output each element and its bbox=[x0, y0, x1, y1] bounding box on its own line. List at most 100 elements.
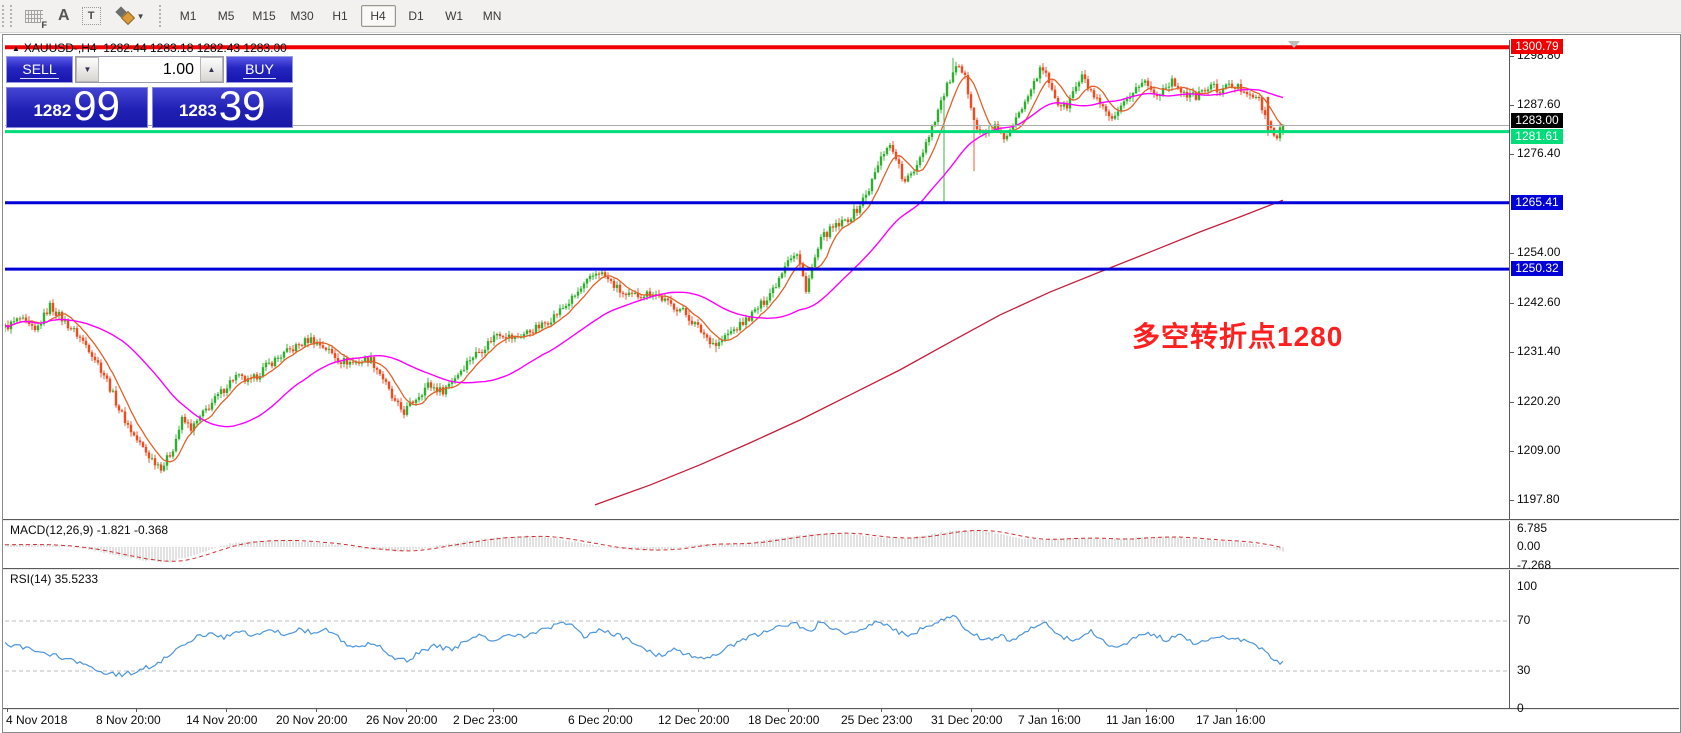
text-label-tool-icon[interactable]: A bbox=[58, 7, 70, 24]
macd-histogram bbox=[5, 529, 1284, 563]
hline-price-label: 1300.79 bbox=[1511, 39, 1563, 55]
date-label: 6 Dec 20:00 bbox=[568, 713, 633, 727]
macd-panel-svg[interactable] bbox=[5, 521, 1509, 568]
price-tick bbox=[1510, 56, 1514, 57]
volume-spinner: ▼ 1.00 ▲ bbox=[75, 56, 224, 83]
ask-price-small: 1283 bbox=[178, 101, 217, 120]
symbol-period: XAUUSD-,H4 bbox=[23, 41, 97, 55]
sell-button[interactable]: SELL bbox=[6, 56, 73, 83]
bid-price-small: 1282 bbox=[33, 101, 72, 120]
bid-price-box[interactable]: 1282 99 bbox=[6, 82, 148, 129]
time-tick bbox=[406, 708, 407, 712]
price-tick bbox=[1510, 154, 1514, 156]
price-tick-label: 1209.00 bbox=[1517, 442, 1561, 457]
chart-shift-marker[interactable] bbox=[1288, 41, 1300, 48]
date-label: 31 Dec 20:00 bbox=[931, 713, 1003, 727]
tf-button-M30[interactable]: M30 bbox=[290, 9, 314, 23]
volume-decrease-button[interactable]: ▼ bbox=[76, 57, 99, 82]
buy-button[interactable]: BUY bbox=[226, 56, 293, 83]
rsi-panel-svg[interactable] bbox=[5, 570, 1509, 708]
fibonacci-grid-icon[interactable]: F bbox=[22, 4, 47, 30]
price-tick bbox=[1510, 401, 1514, 403]
ma-fast-line bbox=[5, 75, 1284, 463]
time-tick bbox=[493, 708, 494, 712]
rsi-scale-label: 0 bbox=[1517, 700, 1524, 715]
time-tick bbox=[608, 708, 609, 712]
time-scale[interactable]: 4 Nov 2018 8 Nov 20:00 14 Nov 20:00 20 Nov … bbox=[3, 708, 1679, 731]
price-tick bbox=[1510, 499, 1514, 501]
time-tick bbox=[1236, 708, 1237, 712]
price-tick-label: 1242.60 bbox=[1517, 295, 1561, 310]
one-click-trading-panel: SELL ▼ 1.00 ▲ BUY 1282 99 1283 39 bbox=[6, 56, 293, 128]
date-label: 4 Nov 2018 bbox=[6, 713, 68, 727]
price-chart-svg[interactable] bbox=[5, 40, 1509, 519]
date-label: 2 Dec 23:00 bbox=[453, 713, 518, 727]
date-label: 20 Nov 20:00 bbox=[276, 713, 348, 727]
date-label: 26 Nov 20:00 bbox=[366, 713, 438, 727]
grid-rows-glyph bbox=[25, 9, 43, 23]
time-tick bbox=[971, 708, 972, 712]
time-tick bbox=[136, 708, 137, 712]
price-axis-line bbox=[1509, 40, 1510, 708]
volume-input[interactable]: 1.00 bbox=[162, 60, 194, 78]
bid-price-big: 99 bbox=[73, 82, 121, 129]
time-tick bbox=[1146, 708, 1147, 712]
ask-price-big: 39 bbox=[218, 82, 266, 129]
time-tick bbox=[316, 708, 317, 712]
rsi-scale-label: 70 bbox=[1517, 613, 1531, 627]
date-label: 11 Jan 16:00 bbox=[1106, 713, 1175, 727]
hline-price-label: 1250.32 bbox=[1511, 261, 1563, 277]
price-tick-label: 1220.20 bbox=[1517, 393, 1561, 408]
chevron-down-icon: ▼ bbox=[136, 12, 145, 21]
toolbar-drag-handle[interactable] bbox=[2, 5, 12, 27]
macd-signal-line bbox=[5, 529, 1284, 562]
time-tick bbox=[226, 708, 227, 712]
tf-button-M5[interactable]: M5 bbox=[217, 9, 235, 23]
chevron-up-icon: ▲ bbox=[207, 65, 216, 74]
tf-button-H1[interactable]: H1 bbox=[332, 9, 348, 23]
macd-scale-label: -7.268 bbox=[1517, 558, 1552, 573]
hline-price-label: 1281.61 bbox=[1511, 128, 1563, 144]
tf-button-M15[interactable]: M15 bbox=[252, 9, 276, 23]
ohlc-values: 1282.44 1283.18 1282.43 1283.00 bbox=[103, 41, 287, 55]
shapes-tool-icon[interactable]: ▼ bbox=[113, 4, 145, 28]
tf-button-M1[interactable]: M1 bbox=[179, 9, 197, 23]
text-box-tool-icon[interactable]: T bbox=[81, 7, 101, 25]
panel-separator[interactable] bbox=[3, 568, 1679, 570]
price-tick-label: 1197.80 bbox=[1517, 491, 1560, 506]
price-scale[interactable]: 1300.79 1283.00 1281.61 1265.41 1250.32 1298.… bbox=[1510, 34, 1678, 731]
rsi-scale-label: 100 bbox=[1517, 579, 1538, 593]
time-tick bbox=[1058, 708, 1059, 712]
chart-title: ▲ XAUUSD-,H4 1282.44 1283.18 1282.43 1283… bbox=[12, 41, 287, 55]
rsi-label: RSI(14) 35.5233 bbox=[10, 572, 99, 586]
chevron-down-icon: ▼ bbox=[83, 65, 92, 74]
price-tick bbox=[1510, 352, 1514, 354]
panel-separator bbox=[3, 708, 1679, 710]
up-triangle-icon: ▲ bbox=[12, 44, 20, 53]
tf-button-W1[interactable]: W1 bbox=[445, 9, 464, 23]
hline-price-label: 1283.00 bbox=[1511, 113, 1563, 129]
rsi-line bbox=[5, 614, 1284, 678]
panel-separator[interactable] bbox=[3, 519, 1679, 521]
timeframe-group: M1 M5 M15 M30 H1 H4 D1 W1 MN bbox=[171, 5, 510, 27]
date-label: 8 Nov 20:00 bbox=[96, 713, 161, 727]
ma-slow-line bbox=[594, 199, 1284, 506]
time-tick bbox=[7, 708, 8, 712]
tf-button-MN[interactable]: MN bbox=[482, 9, 502, 23]
price-tick bbox=[1510, 303, 1514, 305]
time-tick bbox=[698, 708, 699, 712]
date-label: 18 Dec 20:00 bbox=[748, 713, 820, 727]
ask-price-box[interactable]: 1283 39 bbox=[151, 82, 293, 129]
chart-annotation-text[interactable]: 多空转折点1280 bbox=[1132, 321, 1344, 352]
ma-mid-line bbox=[5, 88, 1284, 428]
f-glyph: F bbox=[40, 20, 47, 30]
price-tick bbox=[1510, 252, 1514, 254]
volume-increase-button[interactable]: ▲ bbox=[200, 57, 223, 82]
date-label: 25 Dec 23:00 bbox=[841, 713, 913, 727]
macd-scale-label: 6.785 bbox=[1517, 521, 1548, 536]
toolbar: F A T ▼ M1 M5 M15 M30 H1 H4 D1 W1 MN bbox=[0, 0, 1681, 33]
tf-button-H4[interactable]: H4 bbox=[360, 5, 396, 27]
tf-button-D1[interactable]: D1 bbox=[408, 9, 424, 23]
price-tick-label: 1276.40 bbox=[1517, 146, 1561, 161]
date-label: 14 Nov 20:00 bbox=[186, 713, 258, 727]
